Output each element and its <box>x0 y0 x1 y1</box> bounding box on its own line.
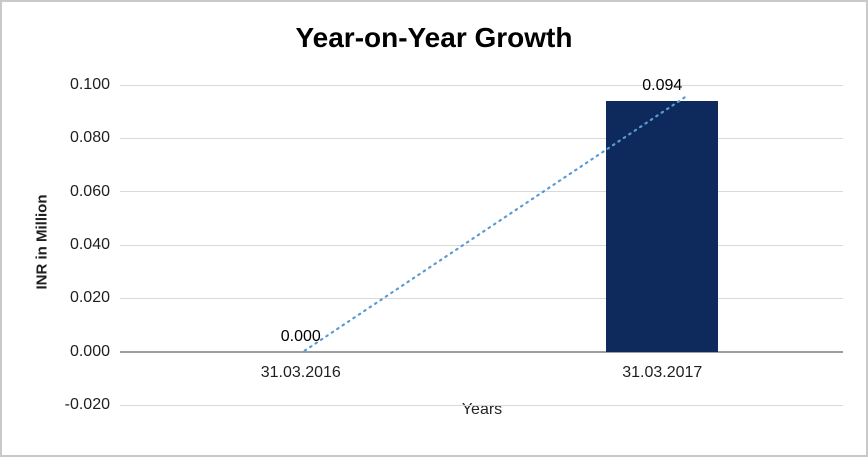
category-label: 31.03.2017 <box>622 363 703 381</box>
data-label: 0.000 <box>280 327 321 345</box>
gridline <box>120 404 843 406</box>
y-tick-label: -0.020 <box>64 396 110 413</box>
gridline <box>120 84 843 86</box>
y-tick-label: 0.000 <box>69 342 110 360</box>
gridline <box>120 297 843 299</box>
data-label: 0.094 <box>642 77 683 94</box>
bar <box>606 101 719 352</box>
gridline <box>120 244 843 246</box>
y-tick-label: 0.040 <box>69 236 110 253</box>
gridline <box>120 137 843 139</box>
chart-title: Year-on-Year Growth <box>295 22 573 53</box>
y-tick-label: 0.060 <box>69 182 110 200</box>
y-tick-label: 0.100 <box>69 76 110 93</box>
y-tick-label: 0.020 <box>69 289 110 307</box>
gridline <box>120 191 843 193</box>
category-label: 31.03.2016 <box>260 363 341 381</box>
x-axis-line <box>120 351 843 353</box>
y-tick-label: 0.080 <box>69 129 110 147</box>
